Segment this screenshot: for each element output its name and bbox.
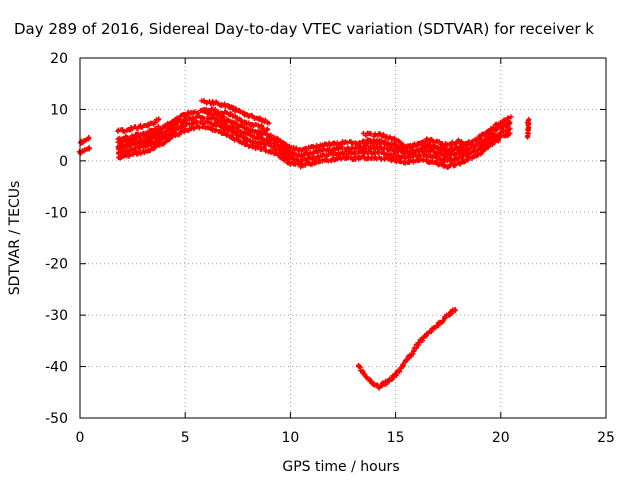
data-point — [128, 146, 134, 152]
y-tick-label: -20 — [45, 257, 68, 273]
data-point — [177, 116, 183, 122]
data-point — [362, 139, 368, 145]
data-point — [182, 112, 188, 118]
data-point — [192, 109, 198, 115]
data-point — [151, 131, 157, 137]
data-point — [244, 138, 250, 144]
data-point — [174, 115, 180, 121]
y-tick-label: -40 — [45, 360, 68, 376]
data-point — [508, 114, 514, 120]
data-point — [344, 140, 350, 146]
x-tick-label: 25 — [597, 430, 615, 446]
data-point — [495, 137, 501, 143]
data-point — [507, 119, 513, 125]
x-tick-label: 10 — [281, 430, 299, 446]
x-tick-label: 15 — [387, 430, 405, 446]
data-point — [393, 372, 399, 378]
axis-ticks — [79, 57, 607, 419]
x-tick-label: 0 — [76, 430, 85, 446]
data-point — [475, 152, 481, 158]
data-point — [452, 308, 458, 314]
data-point — [412, 149, 418, 155]
data-point — [526, 116, 532, 122]
data-point — [368, 145, 374, 151]
data-point — [504, 128, 510, 134]
data-point — [381, 144, 387, 150]
data-point — [151, 146, 157, 152]
y-axis-label: SDTVAR / TECUs — [7, 181, 23, 296]
data-point — [259, 124, 265, 130]
data-point — [176, 132, 182, 138]
data-point — [399, 140, 405, 146]
data-point — [344, 152, 350, 158]
data-point — [86, 136, 92, 142]
y-tick-label: -50 — [45, 411, 68, 427]
x-tick-label: 20 — [492, 430, 510, 446]
data-point — [262, 117, 268, 123]
data-point — [466, 151, 472, 157]
y-tick-label: -10 — [45, 205, 68, 221]
data-point — [428, 328, 434, 334]
data-point — [436, 139, 442, 145]
y-tick-label: 0 — [59, 154, 68, 170]
data-point — [86, 146, 92, 152]
data-point — [129, 126, 135, 132]
chart-title: Day 289 of 2016, Sidereal Day-to-day VTE… — [14, 20, 594, 38]
data-point — [443, 147, 449, 153]
x-axis-label: GPS time / hours — [282, 459, 399, 475]
y-tick-label: 20 — [50, 51, 68, 67]
data-point — [356, 363, 362, 369]
data-point — [153, 120, 159, 126]
data-point — [465, 145, 471, 151]
x-tick-label: 5 — [181, 430, 190, 446]
plot-frame — [79, 57, 607, 419]
data-points — [76, 98, 532, 391]
data-point — [310, 144, 316, 150]
data-point — [400, 362, 406, 368]
y-tick-label: 10 — [50, 102, 68, 118]
data-point — [404, 356, 410, 362]
data-point — [428, 139, 434, 145]
data-point — [266, 120, 272, 126]
data-point — [375, 146, 381, 152]
tick-labels: 0 5 10 15 20 25 -50 -40 -30 -20 -10 0 10 20 — [45, 51, 615, 446]
data-point — [365, 151, 371, 157]
data-point — [458, 139, 464, 145]
data-point — [507, 130, 513, 136]
grid-lines — [80, 58, 606, 418]
data-point — [507, 126, 513, 132]
data-point — [348, 154, 354, 160]
data-point — [449, 139, 455, 145]
data-point — [195, 110, 201, 116]
data-point — [303, 147, 309, 153]
data-point — [380, 131, 386, 137]
y-tick-label: -30 — [45, 308, 68, 324]
data-point — [196, 125, 202, 131]
data-point — [126, 153, 132, 159]
data-point — [264, 127, 270, 133]
data-point — [156, 116, 162, 122]
